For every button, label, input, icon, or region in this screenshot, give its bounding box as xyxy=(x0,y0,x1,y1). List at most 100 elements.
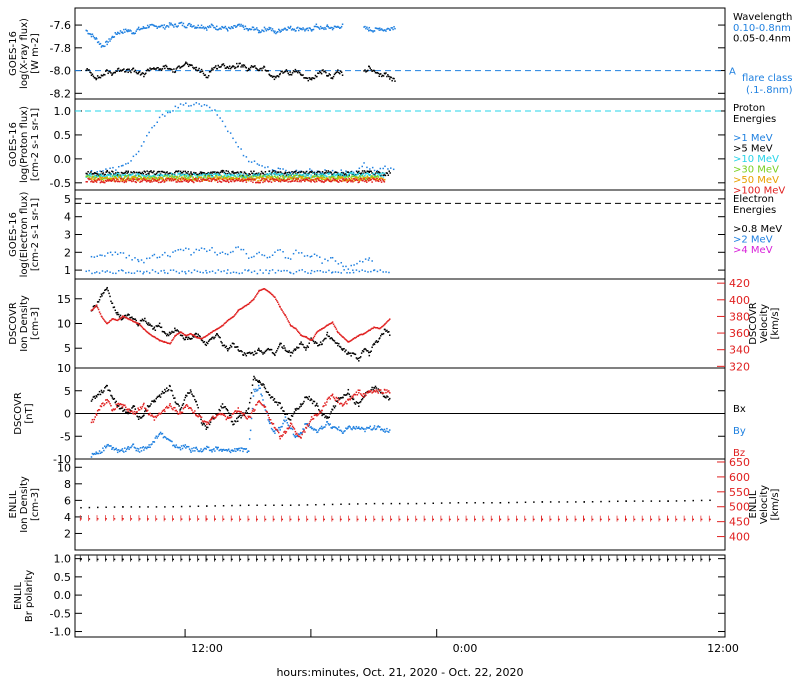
data-point xyxy=(288,174,290,176)
data-point xyxy=(312,340,315,343)
data-point xyxy=(292,326,295,329)
data-point xyxy=(317,175,319,178)
data-point xyxy=(370,428,372,431)
data-point xyxy=(204,335,207,338)
data-point xyxy=(377,178,379,181)
data-point xyxy=(182,337,185,339)
data-point xyxy=(541,501,544,503)
data-point xyxy=(364,171,367,174)
data-point xyxy=(323,181,325,184)
data-point xyxy=(382,392,385,394)
data-point xyxy=(216,181,219,183)
data-point xyxy=(164,341,166,343)
data-point xyxy=(141,326,144,329)
series-ion-density xyxy=(80,499,711,509)
data-point xyxy=(201,420,204,422)
data-point xyxy=(186,334,188,337)
data-point xyxy=(333,397,336,400)
data-point xyxy=(85,175,87,178)
data-point xyxy=(415,558,418,561)
data-point xyxy=(238,350,240,352)
data-point xyxy=(315,178,317,180)
data-point xyxy=(339,174,342,176)
data-point xyxy=(263,30,265,33)
data-point xyxy=(373,178,375,181)
data-point xyxy=(221,63,224,66)
data-point xyxy=(112,408,115,410)
data-point xyxy=(120,317,123,319)
data-point xyxy=(360,177,362,180)
data-point xyxy=(102,292,104,295)
data-point xyxy=(143,178,146,180)
data-point xyxy=(225,407,228,410)
data-point xyxy=(287,320,290,322)
data-point xyxy=(285,419,288,422)
data-point xyxy=(113,318,116,321)
data-point xyxy=(236,411,238,414)
data-point xyxy=(217,174,220,177)
data-point xyxy=(140,145,143,147)
data-point xyxy=(159,339,162,342)
data-point xyxy=(135,177,137,179)
data-point xyxy=(281,70,283,73)
data-point xyxy=(271,423,274,425)
data-point xyxy=(254,178,256,181)
panel-frame xyxy=(74,278,726,369)
data-point xyxy=(99,452,102,455)
data-point xyxy=(273,504,275,506)
data-point xyxy=(122,252,125,254)
data-point xyxy=(377,388,380,390)
data-point xyxy=(169,178,172,180)
data-point xyxy=(120,70,123,72)
data-point xyxy=(218,66,220,68)
data-point xyxy=(261,175,264,178)
data-point xyxy=(92,396,95,398)
data-point xyxy=(235,420,237,423)
data-point xyxy=(215,65,217,67)
data-point xyxy=(294,174,296,177)
data-point xyxy=(293,171,295,174)
data-point xyxy=(213,173,215,176)
data-point xyxy=(208,420,211,422)
data-point xyxy=(154,176,156,179)
data-point xyxy=(166,405,168,408)
data-point xyxy=(220,325,222,328)
data-point xyxy=(99,76,102,79)
data-point xyxy=(187,407,190,410)
data-point xyxy=(157,67,159,69)
data-point xyxy=(92,453,95,456)
data-point xyxy=(367,176,369,178)
data-point xyxy=(335,179,338,182)
data-point xyxy=(277,173,279,176)
data-point xyxy=(155,558,158,561)
data-point xyxy=(85,176,87,178)
flare-class-label: flare class xyxy=(742,73,792,84)
data-point xyxy=(159,181,162,184)
data-point xyxy=(217,446,219,449)
data-point xyxy=(104,445,106,447)
data-point xyxy=(295,70,297,73)
data-point xyxy=(260,350,262,352)
data-point xyxy=(169,333,171,335)
y-axis-label: log(Proton flux) xyxy=(19,106,30,183)
data-point xyxy=(161,390,164,393)
data-point xyxy=(106,270,108,272)
data-point xyxy=(145,322,148,324)
data-point xyxy=(700,518,703,521)
data-point xyxy=(119,174,122,177)
data-point xyxy=(247,257,250,259)
data-point xyxy=(212,415,214,418)
data-point xyxy=(303,346,305,348)
data-point xyxy=(349,398,351,401)
data-point xyxy=(218,174,221,176)
data-point xyxy=(360,394,363,396)
data-point xyxy=(137,448,140,450)
data-point xyxy=(154,175,156,177)
data-point xyxy=(95,451,97,453)
data-point xyxy=(558,501,560,503)
data-point xyxy=(260,31,262,33)
data-point xyxy=(100,405,103,408)
data-point xyxy=(152,335,154,338)
data-point xyxy=(222,27,225,29)
